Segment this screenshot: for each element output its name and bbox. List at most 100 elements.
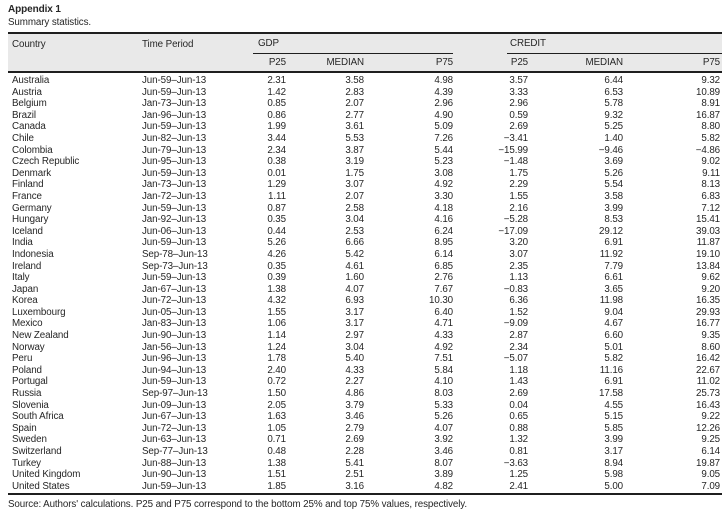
credit-median-cell: 5.26 <box>604 167 624 179</box>
gdp-median-cell: 4.33 <box>345 364 364 376</box>
time-period-cell: Jun-59–Jun-13 <box>142 202 207 214</box>
gdp-p25-cell: 5.26 <box>267 237 286 249</box>
gdp-median-cell: 1.75 <box>345 167 364 179</box>
col-header-credit-p75: P75 <box>627 54 723 73</box>
credit-median-cell: 3.17 <box>604 446 624 457</box>
credit-p25-cell: 0.81 <box>509 446 529 457</box>
credit-p75-cell: 9.11 <box>702 167 721 179</box>
gdp-median-cell: 2.07 <box>345 98 364 110</box>
gdp-p75-cell: 4.90 <box>434 109 454 121</box>
gdp-p25-cell: 1.06 <box>267 318 286 330</box>
gdp-median-cell: 3.17 <box>345 306 364 318</box>
time-period-cell: Jan-67–Jun-13 <box>142 283 207 295</box>
gdp-median-cell: 6.93 <box>345 295 364 307</box>
table-row: Portugal Jun-59–Jun-13 0.72 2.27 4.10 1.… <box>8 376 722 388</box>
time-period-cell: Jan-96–Jun-13 <box>142 109 207 121</box>
credit-median-cell: 4.55 <box>604 399 624 411</box>
credit-p75-cell: 7.09 <box>701 480 721 492</box>
table-row: Denmark Jun-59–Jun-13 0.01 1.75 3.08 1.7… <box>8 168 722 180</box>
gdp-p75-cell: 4.18 <box>434 202 454 214</box>
credit-median-cell: 9.04 <box>604 306 624 318</box>
credit-p75-cell: 8.60 <box>701 341 721 353</box>
summary-statistics-table: Country Time Period GDP CREDIT P25 MEDIA… <box>8 32 723 496</box>
time-period-cell: Jun-05–Jun-13 <box>142 306 207 318</box>
gdp-p75-cell: 5.23 <box>434 156 454 168</box>
gdp-p25-cell: 2.05 <box>267 399 286 411</box>
country-cell: Turkey <box>12 457 41 469</box>
time-period-cell: Jun-82–Jun-13 <box>142 132 207 144</box>
table-row: South Africa Jun-67–Jun-13 1.63 3.46 5.2… <box>8 411 722 423</box>
time-period-cell: Jun-96–Jun-13 <box>142 353 207 365</box>
credit-median-cell: 8.53 <box>604 214 624 226</box>
credit-median-cell: 6.61 <box>604 272 624 284</box>
credit-p75-cell: 39.03 <box>696 225 721 237</box>
table-row: Mexico Jan-83–Jun-13 1.06 3.17 4.71 −9.0… <box>8 318 722 330</box>
credit-p75-cell: 19.87 <box>696 457 721 469</box>
time-period-cell: Jun-95–Jun-13 <box>142 156 207 168</box>
gdp-p75-cell: 6.24 <box>434 225 454 237</box>
source-footnote: Source: Authors' calculations. P25 and P… <box>8 499 468 511</box>
time-period-cell: Jun-59–Jun-13 <box>142 167 207 179</box>
table-header: Country Time Period GDP CREDIT P25 MEDIA… <box>8 33 723 73</box>
gdp-p75-cell: 6.85 <box>434 260 454 272</box>
credit-p25-cell: −3.41 <box>503 132 529 144</box>
table-row: Chile Jun-82–Jun-13 3.44 5.53 7.26 −3.41… <box>8 133 722 145</box>
country-cell: Ireland <box>12 260 42 272</box>
credit-median-cell: 1.40 <box>604 132 624 144</box>
gdp-p25-cell: 1.05 <box>267 422 286 434</box>
col-header-country: Country <box>12 38 46 50</box>
table-row: France Jan-72–Jun-13 1.11 2.07 3.30 1.55… <box>8 191 722 203</box>
gdp-p75-cell: 2.96 <box>434 98 454 110</box>
credit-p25-cell: 1.13 <box>509 272 529 284</box>
credit-median-cell: 5.82 <box>604 353 624 365</box>
table-row: Japan Jan-67–Jun-13 1.38 4.07 7.67 −0.83… <box>8 284 722 296</box>
credit-p75-cell: 6.83 <box>701 190 721 202</box>
table-row: India Jun-59–Jun-13 5.26 6.66 8.95 3.20 … <box>8 237 722 249</box>
col-header-gdp-p75: P75 <box>368 54 458 73</box>
gdp-median-cell: 3.58 <box>345 75 364 86</box>
gdp-median-cell: 2.83 <box>345 86 364 98</box>
gdp-p75-cell: 6.14 <box>434 248 454 260</box>
country-cell: Luxembourg <box>12 306 66 318</box>
credit-p25-cell: 0.88 <box>509 422 529 434</box>
credit-p75-cell: 9.25 <box>701 434 721 446</box>
gdp-p25-cell: 1.50 <box>267 388 286 400</box>
credit-p75-cell: 19.10 <box>696 248 721 260</box>
gdp-p25-cell: 2.40 <box>267 364 286 376</box>
gdp-median-cell: 2.79 <box>345 422 364 434</box>
credit-median-cell: 3.69 <box>604 156 624 168</box>
credit-p25-cell: −3.63 <box>503 457 529 469</box>
credit-p25-cell: 1.32 <box>509 434 529 446</box>
gdp-p25-cell: 0.71 <box>267 434 286 446</box>
table-row: Finland Jan-73–Jun-13 1.29 3.07 4.92 2.2… <box>8 179 722 191</box>
credit-p25-cell: 1.75 <box>509 167 529 179</box>
gdp-p25-cell: 1.14 <box>267 330 286 342</box>
gdp-p75-cell: 7.51 <box>434 353 454 365</box>
credit-p75-cell: 16.42 <box>696 353 721 365</box>
gdp-p75-cell: 3.08 <box>434 167 454 179</box>
time-period-cell: Jan-73–Jun-13 <box>142 98 207 110</box>
gdp-median-cell: 2.97 <box>345 330 364 342</box>
credit-median-cell: 29.12 <box>599 225 624 237</box>
gdp-p25-cell: 3.44 <box>267 132 286 144</box>
gdp-p25-cell: 1.24 <box>267 341 286 353</box>
time-period-cell: Jun-06–Jun-13 <box>142 225 207 237</box>
gdp-median-cell: 2.77 <box>345 109 364 121</box>
time-period-cell: Jun-88–Jun-13 <box>142 457 207 469</box>
table-row: Germany Jun-59–Jun-13 0.87 2.58 4.18 2.1… <box>8 203 722 215</box>
table-row: Switzerland Sep-77–Jun-13 0.48 2.28 3.46… <box>8 446 722 458</box>
credit-p75-cell: 9.05 <box>701 469 721 481</box>
credit-p75-cell: 9.62 <box>701 272 721 284</box>
table-row: Canada Jun-59–Jun-13 1.99 3.61 5.09 2.69… <box>8 121 722 133</box>
country-cell: Colombia <box>12 144 53 156</box>
credit-p75-cell: 5.82 <box>701 132 721 144</box>
credit-p75-cell: 9.22 <box>701 411 721 423</box>
gdp-median-cell: 2.69 <box>345 434 364 446</box>
credit-p25-cell: 2.69 <box>509 121 529 133</box>
credit-p75-cell: 13.84 <box>696 260 721 272</box>
col-header-time-period: Time Period <box>142 38 194 50</box>
country-cell: Russia <box>12 388 42 400</box>
time-period-cell: Jun-72–Jun-13 <box>142 422 207 434</box>
time-period-cell: Sep-78–Jun-13 <box>142 248 208 260</box>
credit-p25-cell: −9.09 <box>503 318 529 330</box>
